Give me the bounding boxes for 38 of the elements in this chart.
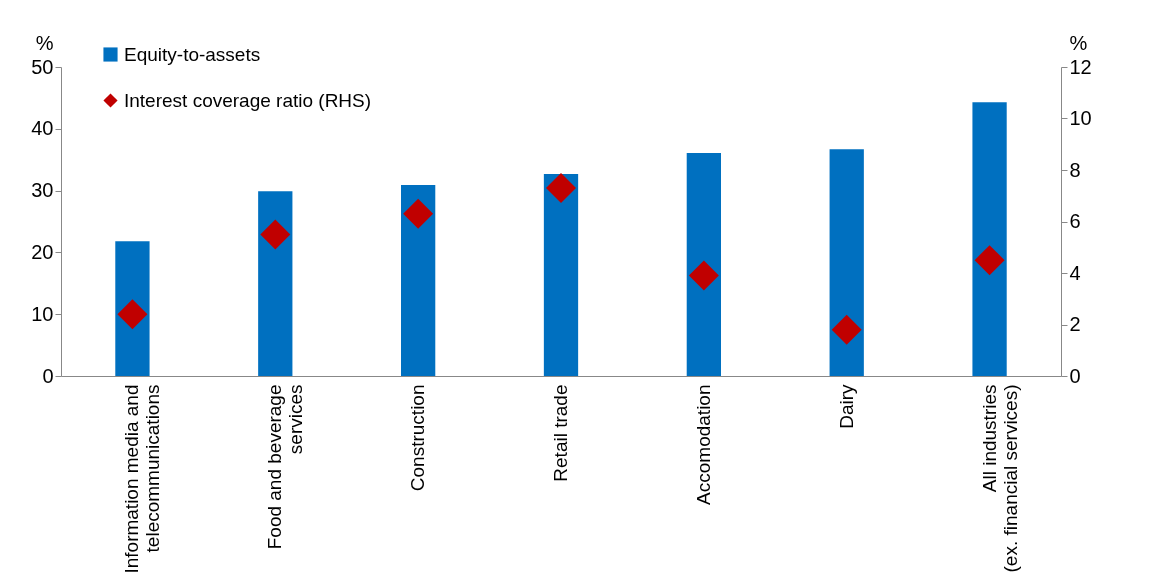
y-tick-label: 40 <box>31 117 54 140</box>
bar <box>401 185 436 376</box>
y-tick-label: 0 <box>42 364 54 387</box>
y2-tick-label: 8 <box>1069 158 1081 181</box>
x-tick-label: Food and beverage services <box>264 384 307 550</box>
point <box>974 245 1005 276</box>
point <box>260 219 291 250</box>
y-tick-label: 10 <box>31 302 54 325</box>
y2-axis-title: % <box>1069 31 1088 54</box>
legend-label: Interest coverage ratio (RHS) <box>124 89 372 111</box>
bar <box>686 152 721 376</box>
x-tick-label: Accomodation <box>692 384 714 505</box>
bar <box>543 173 579 376</box>
legend-label: Equity-to-assets <box>124 43 261 65</box>
y2-tick-label: 12 <box>1069 55 1092 78</box>
point <box>831 314 862 345</box>
point <box>117 299 148 330</box>
y2-tick-label: 6 <box>1069 210 1081 232</box>
y2-tick-label: 4 <box>1069 261 1081 284</box>
y2-tick-label: 2 <box>1069 313 1081 335</box>
point <box>403 198 434 229</box>
bar <box>115 241 150 376</box>
bar <box>258 191 293 376</box>
y2-tick-label: 10 <box>1069 107 1092 129</box>
x-tick-label: Retail trade <box>550 384 571 482</box>
y-axis-title: % <box>35 31 54 54</box>
x-tick-label: Dairy <box>835 384 857 429</box>
x-tick-label: Construction <box>407 384 429 492</box>
point <box>546 173 576 204</box>
y-tick-label: 30 <box>31 179 54 202</box>
y2-tick-label: 0 <box>1069 364 1081 387</box>
x-tick-label: All industries (ex. financial services) <box>978 384 1021 573</box>
bar <box>829 149 864 376</box>
x-tick-label: Information media and telecommunications <box>121 384 164 574</box>
point <box>688 260 719 291</box>
y-tick-label: 20 <box>31 240 54 263</box>
bar <box>972 102 1007 376</box>
y-tick-label: 50 <box>31 55 54 78</box>
